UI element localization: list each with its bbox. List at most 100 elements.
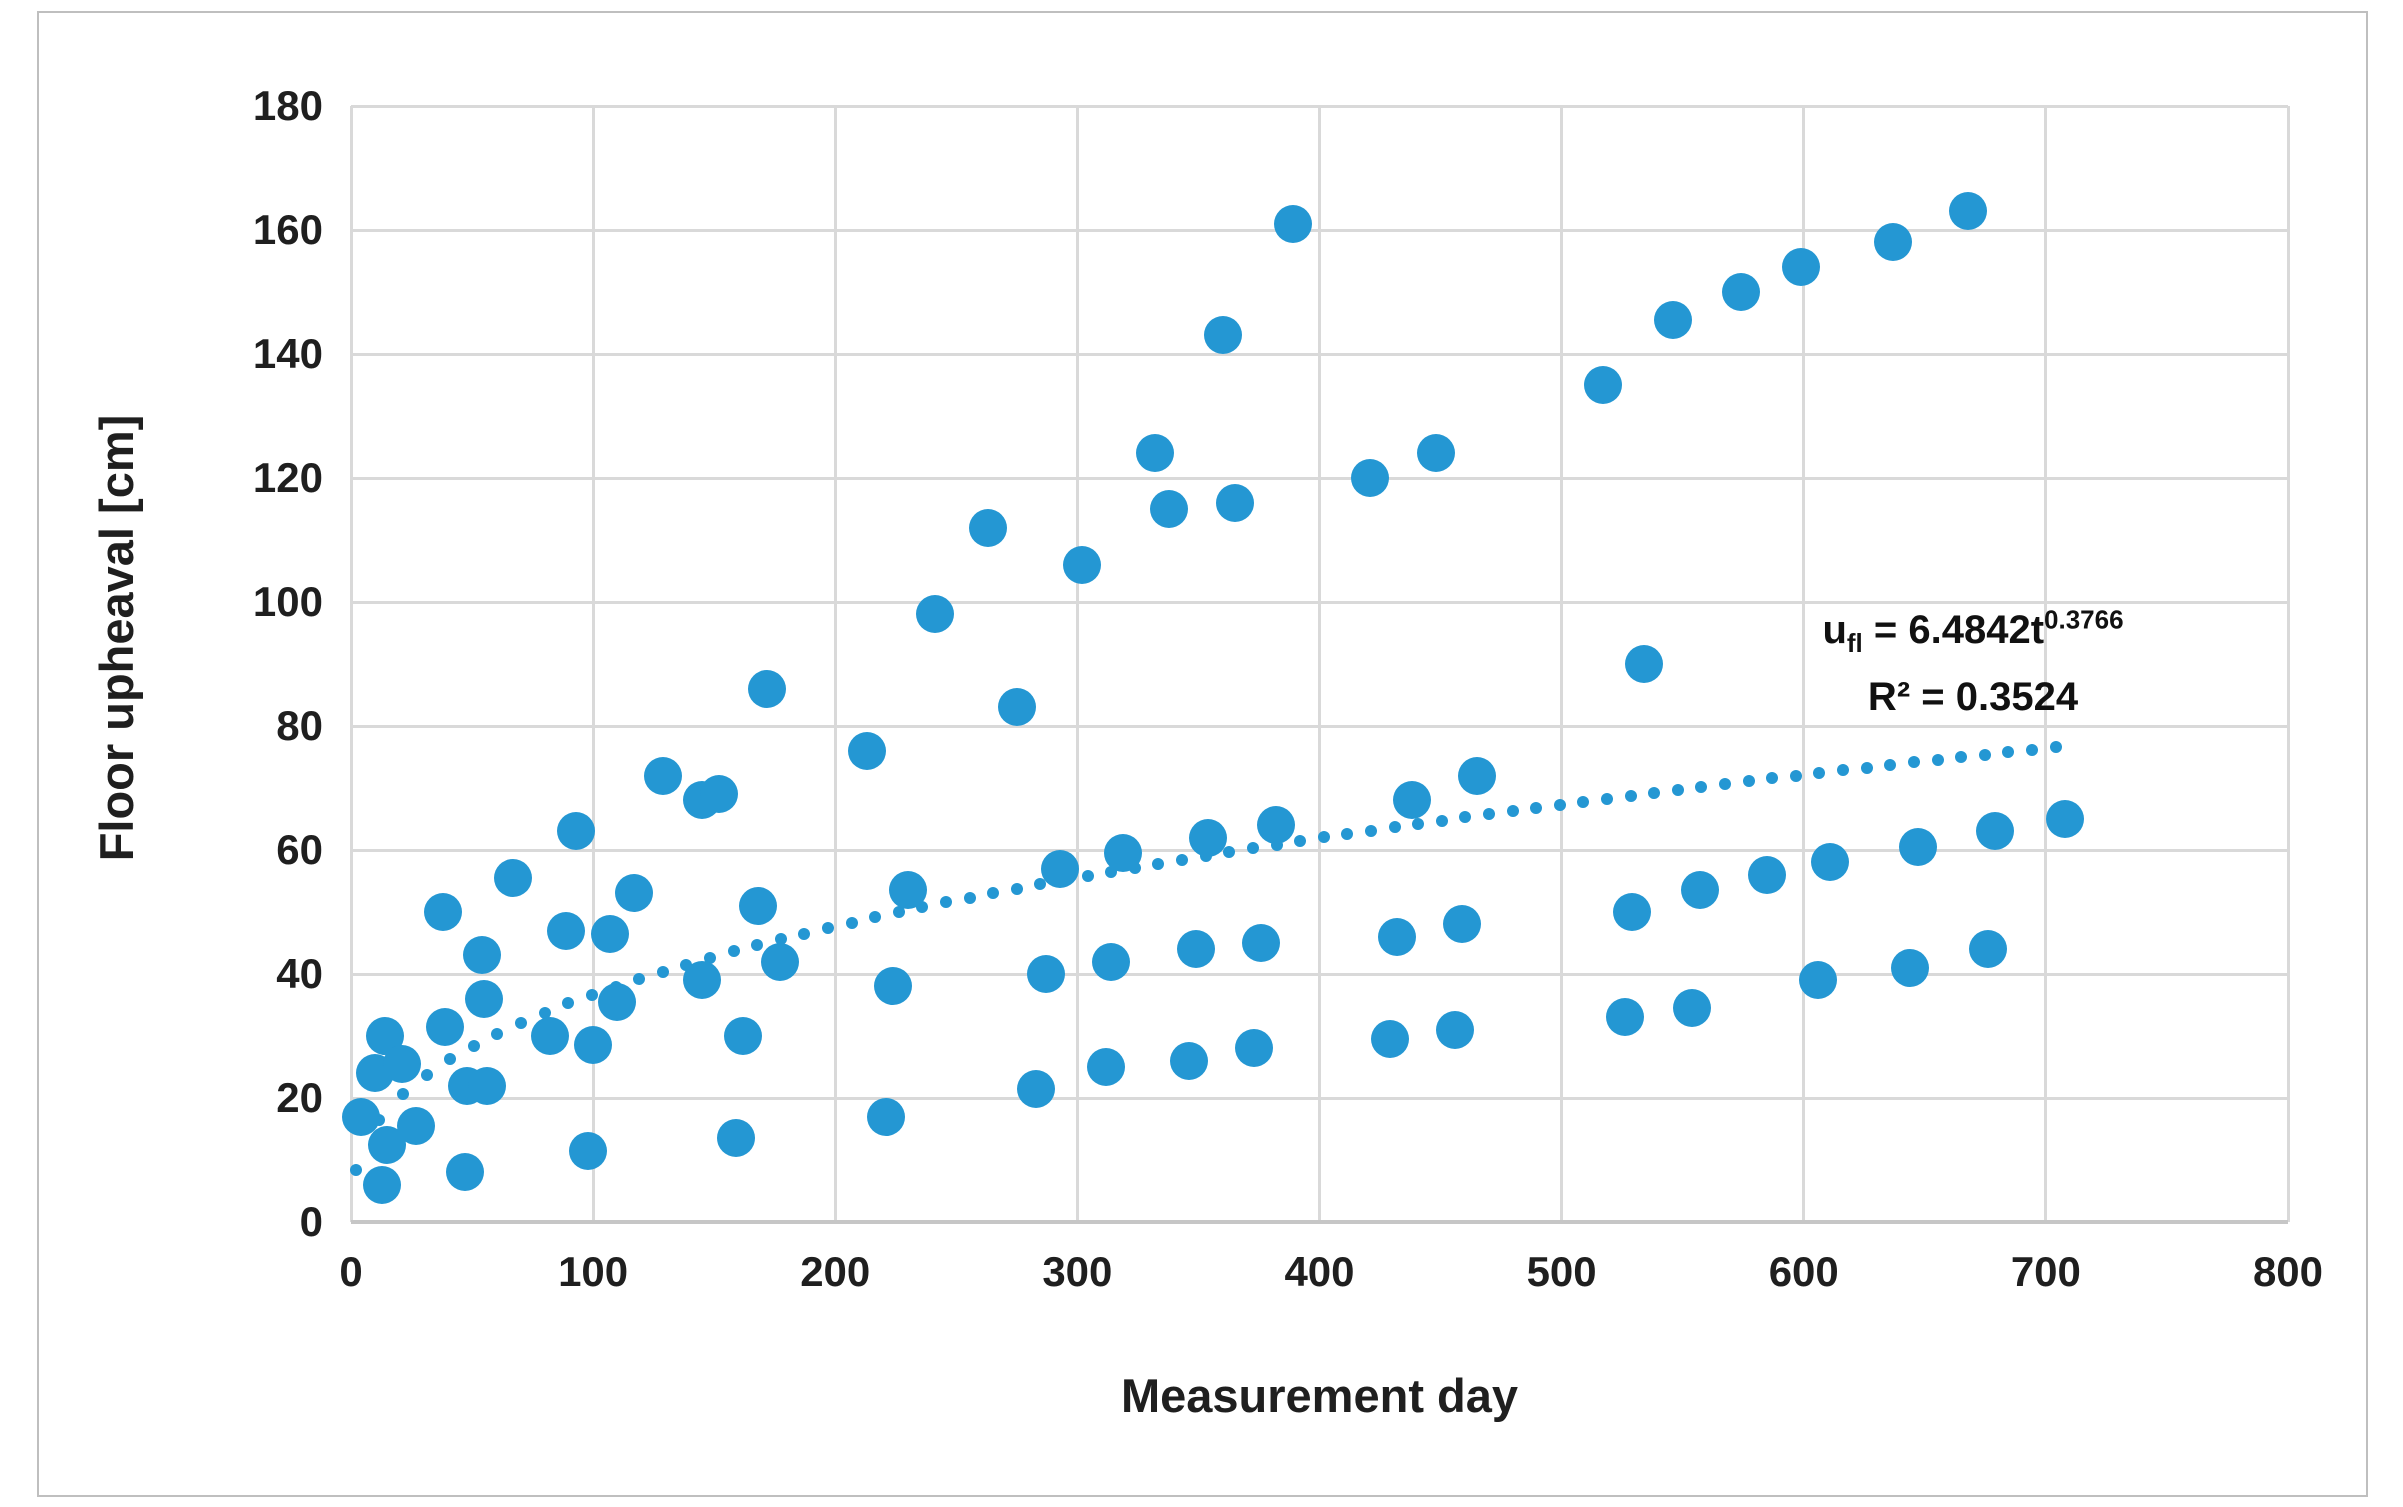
trendline-dot (656, 965, 669, 978)
data-point (1235, 1029, 1274, 1068)
x-tick-label: 100 (558, 1248, 629, 1295)
data-point (1104, 834, 1143, 873)
data-point (1041, 849, 1080, 888)
data-point (382, 1044, 421, 1083)
trendline-dot (1813, 766, 1826, 779)
data-point (363, 1165, 402, 1204)
data-point (997, 688, 1036, 727)
trendline-dot (538, 1006, 551, 1019)
trendline-dot (420, 1069, 433, 1082)
trendline-dot (1482, 808, 1495, 821)
trendline-dot (987, 887, 1000, 900)
r-squared-line: R² = 0.3524 (1867, 674, 2079, 719)
data-point (1583, 366, 1622, 404)
data-point (547, 911, 586, 950)
data-point (1017, 1069, 1056, 1108)
trendline-dot (1907, 756, 1920, 769)
data-point (1612, 893, 1651, 931)
data-point (1392, 781, 1431, 820)
trendline-dot (1341, 828, 1354, 840)
gridline-horizontal (351, 104, 2288, 108)
gridline-vertical (1318, 106, 1321, 1222)
trendline-dot (1530, 801, 1543, 814)
trendline-dot (562, 997, 575, 1010)
data-point (1624, 645, 1663, 683)
data-point (615, 874, 654, 913)
data-point (724, 1017, 763, 1055)
data-point (1811, 843, 1850, 882)
trendline-dot (774, 933, 787, 946)
trendline-dot (1081, 869, 1094, 882)
trendline-dot (1671, 783, 1684, 796)
data-point (1782, 248, 1821, 287)
y-tick-label: 60 (276, 826, 323, 873)
gridline-vertical (1560, 106, 1564, 1222)
trendline-dot (1789, 769, 1802, 782)
data-point (1150, 490, 1189, 528)
x-tick-label: 600 (1768, 1248, 1839, 1295)
y-tick-label: 100 (252, 578, 323, 625)
data-point (1443, 905, 1482, 944)
trendline-dot (1978, 748, 1991, 761)
data-point (1968, 930, 2007, 969)
trendline-dot (751, 939, 764, 952)
data-point (1215, 483, 1254, 522)
trendline-dot (1837, 764, 1850, 777)
gridline-vertical (833, 106, 837, 1222)
data-point (1457, 756, 1496, 795)
gridline-horizontal (351, 848, 2288, 852)
data-point (1273, 204, 1312, 243)
data-point (462, 936, 501, 975)
data-point (1799, 961, 1838, 1000)
gridline-horizontal (351, 1096, 2288, 1100)
trendline-dot (1034, 878, 1047, 891)
x-tick-label: 0 (339, 1248, 363, 1295)
plot-area: 0 100 200 300 400 500 600 700 800 0 20 40 60 80 100 120… (253, 84, 2323, 1294)
trendline-equation: ufl = 6.4842t0.3766 R² = 0.3524 (1822, 598, 2123, 729)
trendline-dot (1601, 792, 1614, 805)
trendline-dot (727, 945, 740, 958)
data-point (530, 1017, 569, 1055)
data-point (557, 812, 596, 851)
x-tick-label: 800 (2252, 1248, 2324, 1295)
data-point (700, 775, 739, 814)
trendline-dot (1364, 824, 1377, 837)
data-point (1436, 1010, 1475, 1049)
data-point (424, 893, 462, 931)
x-tick-label: 200 (800, 1248, 871, 1295)
data-point (1169, 1041, 1208, 1080)
y-tick-label: 160 (252, 206, 323, 253)
trendline-dot (1884, 758, 1897, 771)
data-point (1605, 998, 1644, 1037)
data-point (1416, 434, 1455, 473)
data-point (738, 886, 777, 925)
x-axis-title: Measurement day (1120, 1369, 1519, 1422)
gridline-horizontal (351, 352, 2288, 356)
data-point (445, 1153, 484, 1192)
data-point (574, 1026, 613, 1065)
data-point (1242, 924, 1281, 962)
trendline-dot (1176, 853, 1189, 866)
data-point (1135, 434, 1174, 473)
trendline-dot (2049, 741, 2062, 754)
data-point (968, 508, 1007, 547)
gridline-vertical (1802, 106, 1806, 1222)
data-point (1891, 948, 1930, 987)
gridline-vertical (349, 106, 353, 1222)
trendline-dot (798, 927, 811, 940)
y-tick-label: 80 (276, 702, 323, 749)
trendline-dot (1955, 751, 1968, 764)
data-point (1351, 459, 1390, 497)
y-tick-label: 0 (299, 1198, 323, 1245)
trendline-dot (515, 1016, 528, 1029)
data-point (1949, 192, 1988, 231)
gridline-vertical (1075, 106, 1079, 1222)
y-tick-label: 20 (276, 1074, 323, 1121)
data-point (683, 961, 722, 1000)
trendline-dot (1742, 775, 1755, 788)
trendline-dot (940, 896, 953, 909)
gridline-horizontal (351, 228, 2288, 232)
trendline-dot (1695, 780, 1708, 793)
trendline-dot (1223, 846, 1236, 858)
